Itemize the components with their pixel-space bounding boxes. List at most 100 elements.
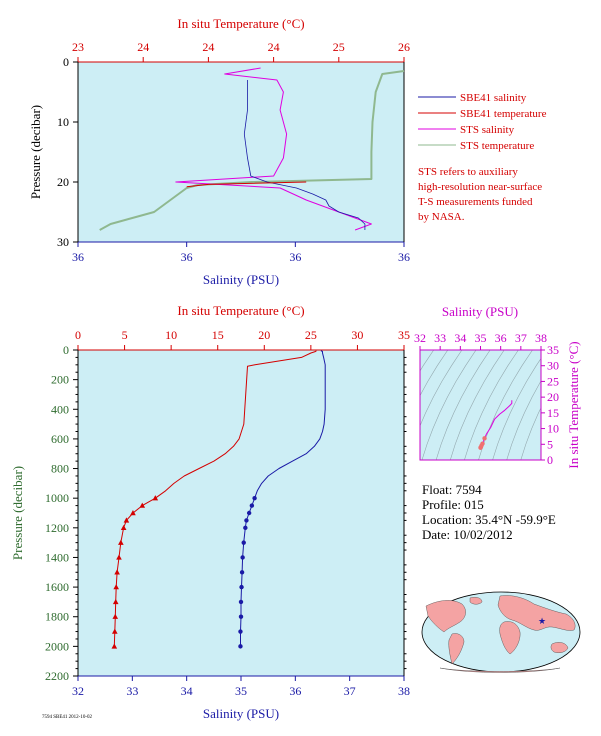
- ts-isopycnal: [492, 357, 541, 460]
- legend-label-sts-temperature: STS temperature: [460, 140, 534, 152]
- antarctica-shape: [439, 667, 561, 673]
- top-tick-group: 23 24 24 24 25 26 36 36 36 36 0 10 20 30: [57, 40, 410, 264]
- main-salinity-tick-label: 33: [126, 684, 138, 698]
- salinity-point: [239, 570, 245, 575]
- australia-shape: [550, 642, 569, 653]
- main-pressure-tick-label: 0: [63, 343, 69, 357]
- africa-shape: [499, 621, 521, 655]
- top-temperature-axis-title: In situ Temperature (°C): [177, 16, 304, 31]
- main-pressure-tick-label: 800: [51, 462, 69, 476]
- main-temp-tick-label: 30: [351, 328, 363, 342]
- temperature-point: [114, 569, 120, 575]
- top-salinity-tick-label: 36: [181, 250, 193, 264]
- ts-point: [482, 436, 487, 441]
- temperature-point: [152, 495, 159, 501]
- ts-salinity-tick-label: 35: [475, 331, 487, 345]
- top-salinity-tick-label: 36: [289, 250, 301, 264]
- top-salinity-tick-label: 36: [398, 250, 410, 264]
- ts-salinity-tick-label: 32: [414, 331, 426, 345]
- temperature-point: [118, 539, 124, 545]
- ts-series-group: [478, 400, 513, 450]
- greenland-shape: [469, 597, 483, 605]
- top-plot-area: [78, 62, 404, 242]
- main-temp-tick-label: 0: [75, 328, 81, 342]
- ts-temperature-tick-label: 0: [547, 453, 553, 467]
- temperature-point: [111, 628, 118, 634]
- temperature-point: [120, 524, 127, 531]
- ts-salinity-tick-label: 38: [535, 331, 547, 345]
- salinity-point: [239, 584, 244, 590]
- main-temp-tick-label: 20: [258, 328, 270, 342]
- top-line-sbe41-salinity: [243, 80, 366, 230]
- temperature-point: [116, 554, 122, 560]
- float-position-star-icon: ★: [538, 616, 546, 626]
- ts-isopycnal: [478, 350, 533, 460]
- main-pressure-tick-label: 600: [51, 432, 69, 446]
- top-temp-tick-label: 25: [333, 40, 345, 54]
- main-tick-group: 0 5 10 15 20 25 30 35 32 33 34 35 36 37 38 0 200 400 600 80…: [45, 328, 410, 698]
- ts-isopycnal: [450, 350, 505, 460]
- ts-temperature-tick-label: 5: [547, 437, 553, 451]
- main-temp-tick-label: 10: [165, 328, 177, 342]
- main-salinity-tick-label: 36: [289, 684, 301, 698]
- top-temp-tick-label: 23: [72, 40, 84, 54]
- ts-density-contours: [420, 350, 541, 460]
- ts-isopycnal: [520, 407, 541, 460]
- top-line-sbe41-temperature: [186, 181, 307, 188]
- top-pressure-tick-label: 10: [57, 115, 69, 129]
- ts-isopycnal: [420, 350, 434, 372]
- sts-note: STS refers to auxiliary high-resolution …: [418, 166, 542, 223]
- main-pressure-tick-label: 1600: [45, 580, 69, 594]
- top-salinity-axis-title: Salinity (PSU): [203, 272, 279, 287]
- top-temp-tick-label: 26: [398, 40, 410, 54]
- salinity-point: [243, 525, 248, 531]
- legend-label-sbe41-temperature: SBE41 temperature: [460, 108, 547, 120]
- top-pressure-tick-label: 30: [57, 235, 69, 249]
- main-salinity-tick-label: 34: [181, 684, 193, 698]
- legend: SBE41 salinity SBE41 temperature STS sal…: [418, 92, 547, 152]
- south-america-shape: [448, 633, 465, 665]
- salinity-point: [249, 503, 255, 508]
- temperature-point: [112, 598, 119, 605]
- profile-number: Profile: 015: [422, 497, 484, 512]
- main-temp-tick-label: 5: [122, 328, 128, 342]
- temperature-point: [111, 643, 118, 649]
- ts-temperature-tick-label: 20: [547, 390, 559, 404]
- figure-footer-tag: 7594 SBE41 2012-10-02: [42, 715, 93, 720]
- ts-salinity-tick-label: 37: [515, 331, 527, 345]
- world-map: ★: [421, 591, 581, 673]
- ts-isopycnal: [421, 350, 477, 460]
- salinity-point: [240, 555, 245, 560]
- main-pressure-tick-label: 1200: [45, 521, 69, 535]
- ts-salinity-tick-label: 36: [495, 331, 507, 345]
- main-temperature-axis-title: In situ Temperature (°C): [177, 303, 304, 318]
- top-salinity-tick-label: 36: [72, 250, 84, 264]
- ts-isopycnal: [435, 350, 491, 460]
- temperature-point: [130, 510, 136, 516]
- top-series-group: [99, 67, 405, 231]
- main-pressure-tick-label: 1000: [45, 491, 69, 505]
- ts-temperature-axis-title: In situ Temperature (°C): [566, 341, 581, 468]
- profile-date: Date: 10/02/2012: [422, 527, 513, 542]
- float-id: Float: 7594: [422, 482, 482, 497]
- note-line-2: high-resolution near-surface: [418, 181, 542, 193]
- top-panel: 23 24 24 24 25 26 36 36 36 36 0 10 20 30 In situ Temp…: [28, 16, 410, 287]
- salinity-point: [238, 644, 243, 649]
- temperature-point: [123, 517, 130, 523]
- ts-isopycnal: [506, 380, 541, 460]
- main-pressure-tick-label: 2000: [45, 639, 69, 653]
- map-continents: [425, 595, 576, 673]
- main-pressure-tick-label: 1400: [45, 550, 69, 564]
- ts-isopycnal: [464, 350, 519, 460]
- note-line-4: by NASA.: [418, 211, 465, 223]
- salinity-point: [238, 614, 244, 619]
- north-america-shape: [425, 600, 466, 633]
- top-line-sts-temperature: [99, 70, 405, 231]
- legend-label-sbe41-salinity: SBE41 salinity: [460, 92, 527, 104]
- main-salinity-tick-label: 35: [235, 684, 247, 698]
- top-pressure-tick-label: 0: [63, 55, 69, 69]
- top-temp-tick-label: 24: [268, 40, 280, 54]
- main-series-group: [111, 350, 326, 649]
